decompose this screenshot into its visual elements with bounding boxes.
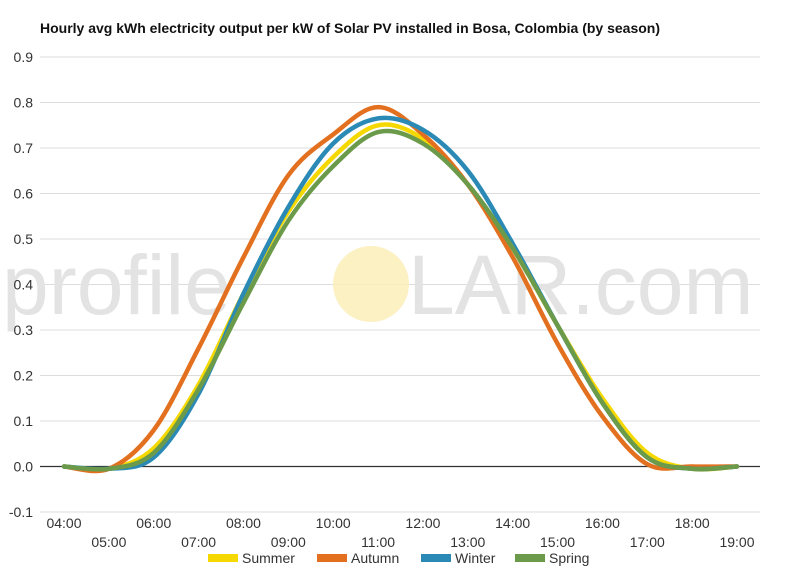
legend-item-spring[interactable]: Spring <box>515 550 589 566</box>
x-tick-label: 09:00 <box>271 534 306 550</box>
chart-title: Hourly avg kWh electricity output per kW… <box>40 20 660 36</box>
y-tick-label: 0.3 <box>14 322 34 338</box>
x-tick-label: 18:00 <box>675 515 710 531</box>
x-tick-label: 06:00 <box>136 515 171 531</box>
x-tick-label: 12:00 <box>405 515 440 531</box>
x-tick-label: 05:00 <box>91 534 126 550</box>
y-tick-label: 0.0 <box>14 459 34 475</box>
legend-item-autumn[interactable]: Autumn <box>317 550 399 566</box>
legend-swatch <box>421 554 451 562</box>
legend-label: Autumn <box>351 550 399 566</box>
y-tick-label: -0.1 <box>9 504 33 520</box>
x-axis-ticks: 04:00 05:00 06:00 07:00 08:00 09:00 10:00 11:00… <box>46 515 754 550</box>
legend-item-winter[interactable]: Winter <box>421 550 496 566</box>
x-tick-label: 11:00 <box>361 534 395 550</box>
series-line-autumn <box>61 104 740 474</box>
y-tick-label: 0.2 <box>14 368 34 384</box>
x-tick-label: 13:00 <box>450 534 485 550</box>
watermark-text-left: profile <box>2 238 231 332</box>
y-tick-label: 0.4 <box>14 277 34 293</box>
watermark-text-right: LAR.com <box>408 238 753 332</box>
x-tick-label: 10:00 <box>316 515 351 531</box>
legend-label: Winter <box>455 550 496 566</box>
y-tick-label: 0.6 <box>14 186 34 202</box>
y-tick-label: 0.5 <box>14 231 34 247</box>
x-tick-label: 08:00 <box>226 515 261 531</box>
legend-label: Spring <box>549 550 589 566</box>
series-line-summer <box>61 122 740 473</box>
series-line-spring <box>61 128 740 472</box>
series-lines <box>61 104 740 474</box>
watermark-sun-icon <box>333 246 409 322</box>
y-tick-label: 0.1 <box>14 413 34 429</box>
watermark-logo: profile LAR.com <box>2 238 753 332</box>
y-tick-label: 0.8 <box>14 95 34 111</box>
x-tick-label: 17:00 <box>630 534 665 550</box>
legend-label: Summer <box>242 550 295 566</box>
y-tick-label: 0.7 <box>14 140 34 156</box>
legend-swatch <box>515 554 545 562</box>
legend: Summer Autumn Winter Spring <box>208 550 589 566</box>
x-tick-label: 14:00 <box>495 515 530 531</box>
legend-item-summer[interactable]: Summer <box>208 550 295 566</box>
legend-swatch <box>317 554 347 562</box>
y-tick-label: 0.9 <box>14 49 34 65</box>
x-tick-label: 16:00 <box>585 515 620 531</box>
x-tick-label: 07:00 <box>181 534 216 550</box>
x-tick-label: 19:00 <box>719 534 754 550</box>
y-axis-ticks: -0.1 0.0 0.1 0.2 0.3 0.4 0.5 0.6 0.7 0.8 0.9 <box>9 49 33 520</box>
legend-swatch <box>208 554 238 562</box>
x-tick-label: 15:00 <box>540 534 575 550</box>
x-tick-label: 04:00 <box>46 515 81 531</box>
